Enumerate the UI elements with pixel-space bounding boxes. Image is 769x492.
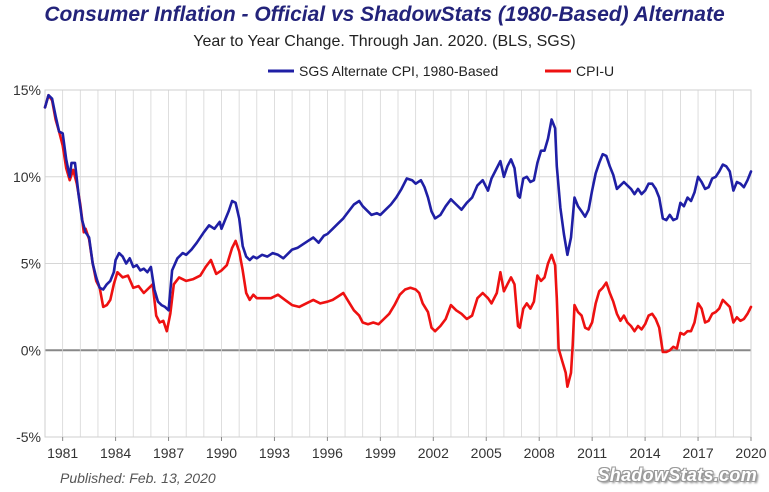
legend-item-cpi-u-label: CPI-U: [576, 63, 614, 79]
chart-subtitle: Year to Year Change. Through Jan. 2020. …: [193, 33, 576, 50]
x-tick-label: 2005: [471, 445, 502, 461]
x-tick-label: 1990: [206, 445, 237, 461]
series-line-sgs: [43, 93, 753, 312]
gridlines: [44, 89, 752, 438]
x-tick-label: 2002: [418, 445, 449, 461]
x-tick-label: 1981: [47, 445, 78, 461]
y-tick-label: 15%: [13, 82, 41, 98]
y-tick-label: 0%: [21, 342, 41, 358]
x-tick-label: 1987: [153, 445, 184, 461]
y-tick-label: 10%: [13, 169, 41, 185]
y-tick-label: 5%: [21, 256, 41, 272]
legend-item-sgs-label: SGS Alternate CPI, 1980-Based: [299, 63, 498, 79]
x-tick-label: 2017: [682, 445, 713, 461]
legend: SGS Alternate CPI, 1980-Based CPI-U: [268, 63, 614, 79]
y-tick-label: -5%: [16, 429, 41, 445]
x-tick-label: 1993: [259, 445, 290, 461]
x-tick-label: 1984: [100, 445, 131, 461]
chart-title: Consumer Inflation - Official vs ShadowS…: [44, 3, 725, 26]
plot-frame: [44, 89, 752, 438]
x-tick-label: 2020: [735, 445, 766, 461]
x-tick-label: 1996: [312, 445, 343, 461]
y-axis: 15% 10% 5% 0% -5%: [13, 82, 41, 445]
watermark-logo: ShadowStats.com: [597, 465, 757, 485]
series-line-cpi-u: [43, 93, 753, 388]
series-layer: [43, 93, 753, 388]
x-tick-label: 1999: [365, 445, 396, 461]
x-tick-label: 2011: [577, 445, 607, 461]
x-tick-label: 2014: [630, 445, 661, 461]
published-date: Published: Feb. 13, 2020: [60, 470, 216, 486]
x-axis: 1981 1984 1987 1990 1993 1996 1999 2002 2005 2008…: [47, 437, 767, 461]
x-tick-label: 2008: [524, 445, 555, 461]
